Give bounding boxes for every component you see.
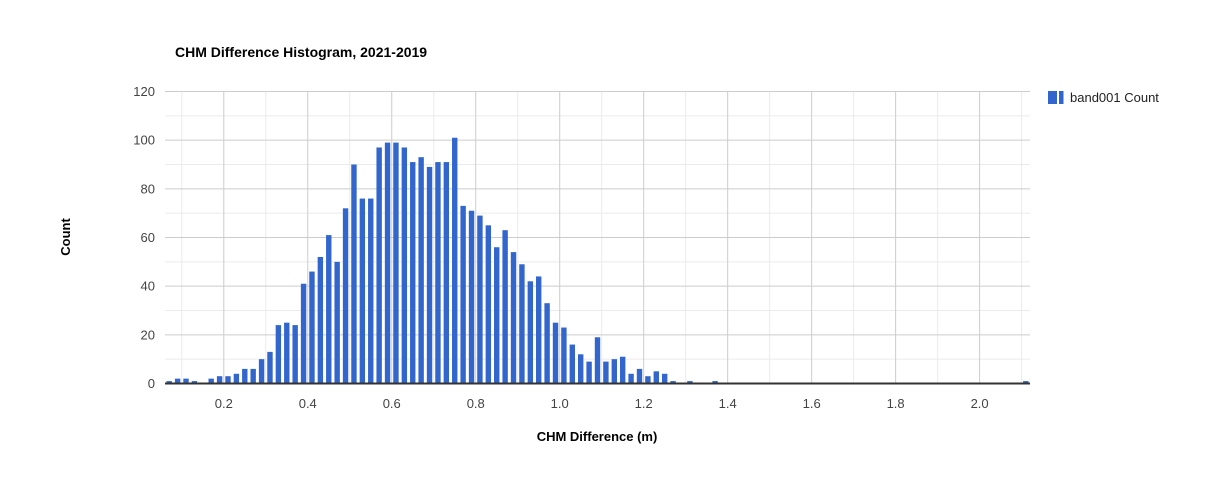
x-axis-tick-labels: 0.2 0.4 0.6 0.8 1.0 1.2 1.4 1.6 1.8 2.0 [215, 396, 989, 411]
histogram-bar[interactable] [468, 210, 475, 384]
histogram-bar[interactable] [250, 368, 256, 384]
histogram-bar[interactable] [510, 252, 517, 384]
chart-title: CHM Difference Histogram, 2021-2019 [175, 44, 427, 60]
histogram-bar[interactable] [208, 378, 214, 384]
histogram-bar[interactable] [359, 198, 366, 384]
histogram-bar[interactable] [443, 162, 450, 384]
histogram-bar[interactable] [242, 368, 248, 384]
histogram-bar[interactable] [334, 261, 340, 384]
histogram-bar[interactable] [300, 283, 307, 384]
x-tick-label: 1.0 [551, 396, 569, 411]
histogram-bar[interactable] [183, 378, 189, 384]
histogram-bar[interactable] [292, 325, 298, 384]
histogram-bar[interactable] [687, 381, 693, 384]
x-tick-label: 1.6 [803, 396, 821, 411]
histogram-bar[interactable] [317, 256, 324, 384]
histogram-bar[interactable] [645, 376, 651, 384]
histogram-bar[interactable] [309, 271, 315, 384]
histogram-bar[interactable] [410, 162, 416, 384]
x-tick-label: 0.4 [299, 396, 317, 411]
legend-series-label: band001 Count [1070, 90, 1159, 105]
x-axis-title: CHM Difference (m) [537, 429, 658, 444]
histogram-bar[interactable] [536, 276, 542, 384]
histogram-bar[interactable] [502, 230, 508, 384]
histogram-bar[interactable] [284, 322, 290, 384]
histogram-bar[interactable] [661, 373, 668, 384]
histogram-bar[interactable] [594, 337, 601, 384]
histogram-bar[interactable] [670, 381, 676, 384]
legend-swatch-icon [1048, 91, 1057, 104]
histogram-bar[interactable] [435, 162, 441, 384]
histogram-bar[interactable] [628, 373, 634, 384]
y-tick-label: 80 [141, 181, 155, 196]
x-tick-label: 1.8 [887, 396, 905, 411]
histogram-bar[interactable] [351, 164, 357, 384]
histogram-bar[interactable] [393, 142, 399, 384]
histogram-bar[interactable] [368, 198, 374, 384]
histogram-bar[interactable] [1023, 381, 1029, 384]
x-tick-label: 0.6 [383, 396, 401, 411]
y-tick-label: 40 [141, 279, 155, 294]
histogram-bar[interactable] [258, 359, 265, 384]
histogram-bar[interactable] [561, 327, 567, 384]
legend: band001 Count [1048, 90, 1159, 105]
y-axis-title: Count [58, 218, 73, 256]
histogram-bar[interactable] [174, 378, 181, 384]
histogram-bar[interactable] [619, 356, 626, 384]
histogram-bar[interactable] [527, 281, 534, 384]
histogram-bar[interactable] [267, 351, 273, 384]
histogram-bar[interactable] [460, 205, 466, 384]
histogram-bar[interactable] [225, 376, 231, 384]
histogram-bar[interactable] [712, 381, 718, 384]
histogram-bar[interactable] [191, 381, 198, 384]
histogram-bar[interactable] [452, 137, 458, 384]
histogram-bar[interactable] [166, 381, 172, 384]
histogram-bar[interactable] [485, 225, 492, 384]
y-tick-label: 100 [133, 133, 155, 148]
y-tick-label: 60 [141, 230, 155, 245]
histogram-bar[interactable] [544, 303, 550, 384]
histogram-bar[interactable] [519, 264, 525, 384]
histogram-bar[interactable] [401, 147, 408, 384]
histogram-bar[interactable] [611, 359, 617, 384]
legend-swatch-icon [1059, 91, 1064, 104]
histogram-bar[interactable] [636, 368, 643, 384]
histogram-bar[interactable] [233, 373, 240, 384]
histogram-bar[interactable] [376, 147, 382, 384]
y-tick-label: 0 [148, 376, 155, 391]
x-tick-label: 2.0 [971, 396, 989, 411]
histogram-bar[interactable] [603, 361, 609, 384]
histogram-bar[interactable] [569, 344, 576, 384]
histogram-bar[interactable] [477, 215, 483, 384]
x-tick-label: 0.2 [215, 396, 233, 411]
y-tick-label: 120 [133, 84, 155, 99]
histogram-bar[interactable] [326, 235, 332, 384]
histogram-bar[interactable] [586, 361, 592, 384]
histogram-bar[interactable] [342, 208, 349, 384]
x-tick-label: 0.8 [467, 396, 485, 411]
histogram-bar[interactable] [418, 157, 424, 384]
y-tick-label: 20 [141, 327, 155, 342]
histogram-bar[interactable] [578, 354, 584, 384]
y-axis-tick-labels: 0 20 40 60 80 100 120 [133, 84, 155, 391]
histogram-bar[interactable] [653, 371, 659, 384]
x-tick-label: 1.4 [719, 396, 737, 411]
histogram-bar[interactable] [426, 166, 433, 384]
histogram-bar[interactable] [216, 376, 223, 384]
histogram-bar[interactable] [494, 247, 500, 384]
x-tick-label: 1.2 [635, 396, 653, 411]
histogram-bar[interactable] [275, 325, 282, 384]
histogram-bar[interactable] [552, 322, 559, 384]
major-gridlines [165, 91, 1030, 384]
histogram-bar[interactable] [384, 142, 391, 384]
histogram-bars [166, 137, 1029, 384]
